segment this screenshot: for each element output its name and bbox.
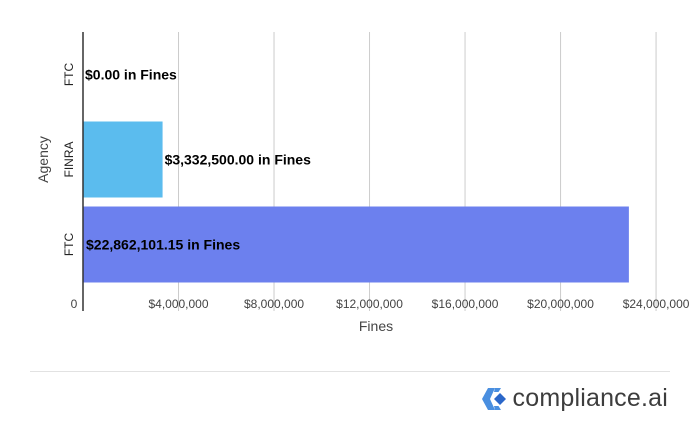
compliance-ai-logo-icon: [481, 387, 506, 410]
brand-name: compliance.ai: [512, 384, 668, 412]
data-label: $0.00 in Fines: [85, 67, 177, 83]
x-tick-label: $12,000,000: [336, 297, 403, 311]
y-tick-label: FTC: [62, 233, 76, 257]
x-axis-ticks: 0 $4,000,000 $8,000,000 $12,000,000 $16,000,…: [71, 297, 690, 311]
data-label: $3,332,500.00 in Fines: [165, 152, 312, 168]
y-tick-label: FINRA: [62, 142, 76, 178]
bar: [83, 206, 629, 283]
y-axis-ticks: FTC FINRA FTC: [62, 63, 76, 257]
x-tick-label: $20,000,000: [527, 297, 594, 311]
bars: [83, 121, 629, 283]
x-tick-label: $8,000,000: [244, 297, 304, 311]
data-labels: $0.00 in Fines $3,332,500.00 in Fines $22,…: [85, 67, 311, 253]
x-tick-label: 0: [71, 297, 78, 311]
y-axis-title: Agency: [35, 136, 51, 183]
data-label: $22,862,101.15 in Fines: [86, 237, 240, 253]
x-tick-label: $4,000,000: [148, 297, 208, 311]
bar-chart: $0.00 in Fines $3,332,500.00 in Fines $22,…: [35, 32, 690, 334]
x-tick-label: $16,000,000: [432, 297, 499, 311]
x-axis-title: Fines: [359, 318, 393, 334]
footer-divider: [30, 371, 670, 372]
brand-logo: compliance.ai: [479, 384, 668, 413]
y-tick-label: FTC: [62, 63, 76, 87]
x-tick-label: $24,000,000: [623, 297, 690, 311]
bar: [83, 121, 163, 198]
